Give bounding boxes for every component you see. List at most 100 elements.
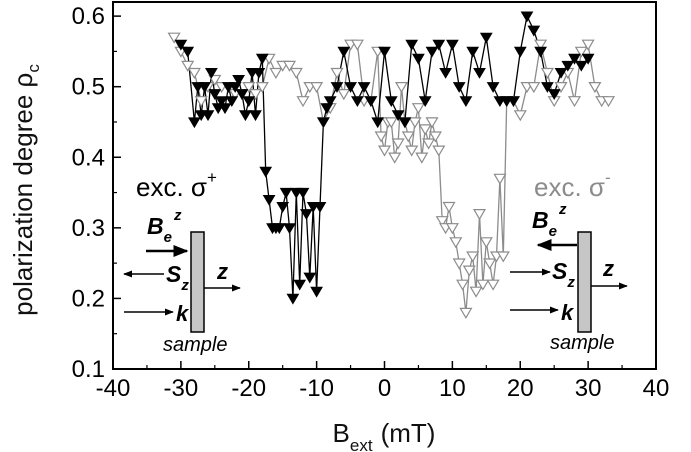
data-point-sigma-plus xyxy=(205,68,218,79)
data-point-sigma-minus xyxy=(479,237,493,249)
data-point-sigma-plus xyxy=(446,39,459,51)
series-line-sigma-plus xyxy=(180,14,589,299)
data-point-sigma-plus xyxy=(568,53,581,65)
data-point-sigma-minus xyxy=(418,124,432,136)
y-tick-label: 0.6 xyxy=(72,3,105,30)
data-point-sigma-minus xyxy=(425,117,439,129)
data-point-sigma-plus xyxy=(371,117,385,129)
data-point-sigma-plus xyxy=(262,195,276,206)
right-s-main: S xyxy=(552,258,568,284)
data-point-sigma-plus xyxy=(283,223,296,235)
left-be-main: B xyxy=(147,213,164,239)
left-sample-label: sample xyxy=(163,334,227,356)
data-point-sigma-minus xyxy=(415,152,429,164)
data-point-sigma-plus xyxy=(452,82,466,93)
left-z-label: z xyxy=(216,259,228,284)
data-point-sigma-plus xyxy=(337,46,351,58)
right-exc-text: exc. σ xyxy=(534,172,605,202)
data-point-sigma-plus xyxy=(208,89,222,100)
data-point-sigma-plus xyxy=(425,46,439,58)
left-excitation-label: exc. σ+ xyxy=(136,168,217,202)
data-point-sigma-minus xyxy=(405,145,419,157)
data-point-sigma-minus xyxy=(554,82,568,94)
data-point-sigma-plus xyxy=(351,96,364,107)
data-point-sigma-minus xyxy=(187,67,201,79)
data-point-sigma-plus xyxy=(541,82,554,93)
data-point-sigma-plus xyxy=(378,46,391,58)
x-tick-label: -20 xyxy=(231,375,266,402)
data-point-sigma-minus xyxy=(408,117,422,129)
x-axis-label-sub: ext xyxy=(350,436,373,452)
data-point-sigma-minus xyxy=(456,279,470,291)
right-be-sub: e xyxy=(549,223,557,240)
x-tick-label: -40 xyxy=(96,375,131,402)
data-point-sigma-plus xyxy=(201,110,215,122)
data-point-sigma-plus xyxy=(300,209,313,220)
data-point-sigma-minus xyxy=(411,103,425,115)
data-point-sigma-plus xyxy=(181,46,195,58)
data-point-sigma-minus xyxy=(466,251,480,263)
y-axis-title: polarization degree ρc xyxy=(8,64,43,316)
right-sample-label: sample xyxy=(550,332,614,354)
data-point-sigma-plus xyxy=(412,53,425,65)
data-point-sigma-minus xyxy=(255,82,269,94)
data-point-sigma-minus xyxy=(350,39,364,51)
data-point-sigma-plus xyxy=(310,286,323,298)
right-be-sup: z xyxy=(558,201,567,218)
data-point-sigma-minus xyxy=(428,131,442,143)
y-tick-label: 0.1 xyxy=(72,356,105,383)
data-point-sigma-plus xyxy=(581,53,595,65)
data-point-sigma-plus xyxy=(554,68,568,79)
data-point-sigma-plus xyxy=(255,53,269,65)
data-point-sigma-minus xyxy=(496,251,510,263)
data-point-sigma-plus xyxy=(272,223,286,235)
data-point-sigma-minus xyxy=(442,201,456,214)
left-be-sub: e xyxy=(164,229,172,246)
data-point-sigma-minus xyxy=(310,82,324,94)
data-point-sigma-minus xyxy=(289,67,303,79)
data-point-sigma-minus xyxy=(377,145,392,157)
data-point-sigma-minus xyxy=(534,39,548,51)
y-tick-label: 0.4 xyxy=(72,144,105,171)
series-markers xyxy=(167,11,616,319)
data-point-sigma-minus xyxy=(513,110,527,122)
data-point-sigma-plus xyxy=(547,89,561,100)
data-point-sigma-plus xyxy=(252,68,266,79)
data-point-sigma-plus xyxy=(486,82,500,93)
data-point-sigma-plus xyxy=(296,187,310,199)
data-point-sigma-plus xyxy=(242,96,256,107)
x-tick-label: 30 xyxy=(575,375,602,402)
y-axis-label-main: polarization degree ρ xyxy=(8,73,38,316)
y-axis-label-sub: c xyxy=(24,64,43,73)
data-point-sigma-minus xyxy=(194,96,208,108)
data-point-sigma-minus xyxy=(435,216,449,228)
data-point-sigma-minus xyxy=(337,89,351,101)
data-point-sigma-minus xyxy=(483,258,497,270)
data-point-sigma-plus xyxy=(259,166,273,178)
data-point-sigma-plus xyxy=(276,202,290,213)
data-point-sigma-minus xyxy=(527,82,541,94)
data-point-sigma-minus xyxy=(401,131,415,143)
data-point-sigma-plus xyxy=(364,96,378,107)
x-axis-label-unit: (mT) xyxy=(381,418,436,448)
data-point-sigma-minus xyxy=(472,209,487,221)
x-tick-label: -30 xyxy=(164,375,199,402)
right-be-main: B xyxy=(532,207,549,233)
data-point-sigma-plus xyxy=(507,96,520,107)
data-point-sigma-minus xyxy=(459,307,473,319)
data-point-sigma-plus xyxy=(391,110,405,122)
data-point-sigma-minus xyxy=(469,286,483,298)
data-point-sigma-minus xyxy=(540,67,554,79)
data-point-sigma-plus xyxy=(218,103,232,115)
data-point-sigma-plus xyxy=(344,82,357,93)
data-point-sigma-plus xyxy=(527,25,541,37)
data-point-sigma-minus xyxy=(445,223,459,235)
data-point-sigma-plus xyxy=(330,82,344,93)
axis-ticks: -40 -30 -20 -10 0 10 20 30 40 0.1 0.2 0.3 0.4 0.5 0.6 xyxy=(72,3,670,402)
data-point-sigma-plus xyxy=(405,39,419,51)
data-point-sigma-plus xyxy=(574,60,588,72)
data-point-sigma-plus xyxy=(303,272,317,284)
left-exc-text: exc. σ xyxy=(136,172,207,202)
right-z-label: z xyxy=(602,256,614,281)
